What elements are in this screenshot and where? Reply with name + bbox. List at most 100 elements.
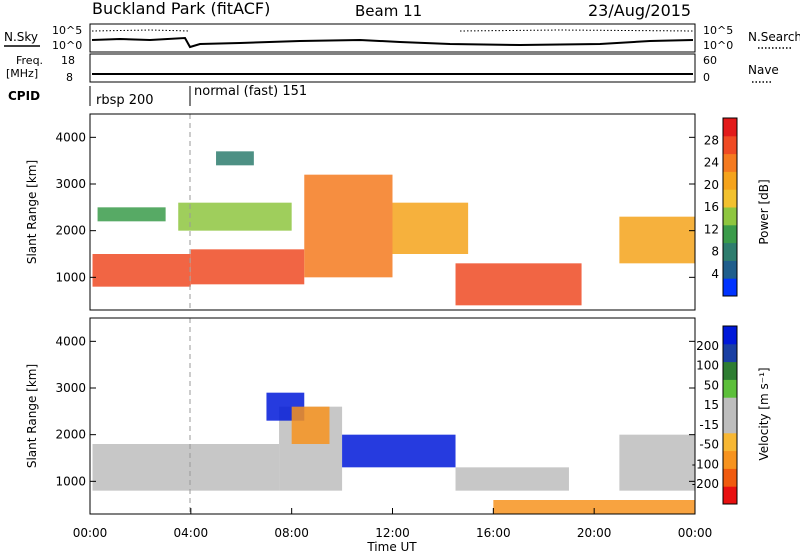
velocity-colorbar-swatch-0: [723, 486, 737, 505]
power-ytick-label-2: 3000: [55, 177, 86, 191]
velocity-ytick-label-3: 4000: [55, 334, 86, 348]
velocity-ytick-label-2: 3000: [55, 381, 86, 395]
power-ylabel: Slant Range [km]: [25, 160, 39, 264]
power-colorbar-label: Power [dB]: [757, 179, 771, 244]
noise-sky-series: [91, 36, 694, 49]
power-band-2: [304, 174, 393, 278]
velocity-band-2: [342, 434, 456, 468]
power-band-0: [92, 254, 191, 287]
power-colorbar: 4 8 12 16 20 24 28: [704, 117, 738, 297]
velocity-colorbar-tick-1: -100: [692, 457, 719, 471]
beam-label: Beam 11: [355, 2, 422, 20]
power-colorbar-swatch-1: [723, 260, 737, 279]
velocity-band-7: [291, 406, 330, 444]
date-label: 23/Aug/2015: [588, 1, 691, 20]
power-colorbar-swatch-7: [723, 153, 737, 172]
power-colorbar-tick-5: 24: [704, 156, 719, 170]
power-colorbar-swatch-3: [723, 224, 737, 244]
noise-sky-label: N.Sky: [4, 30, 38, 44]
velocity-data: [92, 392, 695, 514]
velocity-colorbar-tick-0: -200: [692, 477, 719, 491]
time-xtick-label-5: 20:00: [577, 526, 612, 540]
velocity-ytick-label-1: 2000: [55, 428, 86, 442]
power-colorbar-tick-6: 28: [704, 133, 719, 147]
power-colorbar-frame: [722, 117, 738, 297]
power-colorbar-tick-3: 16: [704, 200, 719, 214]
nave-tick-low: 0: [703, 71, 710, 84]
velocity-colorbar-label: Velocity [m s⁻¹]: [757, 367, 771, 460]
noise-search-series: [91, 29, 694, 32]
velocity-colorbar-swatch-8: [723, 343, 737, 363]
velocity-colorbar-swatch-6: [723, 379, 737, 398]
noise-search-label: N.Search: [748, 30, 800, 44]
velocity-colorbar-swatch-7: [723, 361, 737, 380]
freq-panel: Freq. [MHz] 18 8 60 0 Nave: [6, 53, 779, 84]
velocity-ytick-label-0: 1000: [55, 474, 86, 488]
power-band-4: [455, 263, 582, 306]
power-ytick-label-0: 1000: [55, 270, 86, 284]
velocity-colorbar-tick-2: -50: [699, 438, 719, 452]
freq-label: Freq.: [16, 54, 43, 67]
velocity-colorbar-swatch-2: [723, 450, 737, 469]
nave-tick-high: 60: [703, 54, 717, 67]
velocity-ylabel: Slant Range [km]: [25, 364, 39, 468]
velocity-colorbar-swatch-4: [723, 415, 737, 434]
power-colorbar-tick-2: 12: [704, 222, 719, 236]
power-yaxis: 1000 2000 3000 4000: [55, 130, 695, 284]
velocity-colorbar-tick-6: 100: [696, 359, 719, 373]
cpid-panel: CPID rbsp 200 normal (fast) 151: [8, 84, 307, 108]
nave-label: Nave: [748, 63, 779, 77]
velocity-colorbar: -200 -100 -50 -15 15 50 100 200: [692, 325, 738, 505]
noise-tick-high-right: 10^5: [703, 24, 733, 37]
power-colorbar-swatch-0: [723, 278, 737, 297]
cpid-label: CPID: [8, 89, 40, 103]
velocity-colorbar-swatch-1: [723, 468, 737, 487]
velocity-band-5: [493, 500, 695, 514]
power-data: [92, 151, 695, 306]
velocity-colorbar-swatch-5: [723, 397, 737, 416]
freq-tick-high: 18: [61, 54, 75, 67]
time-xtick-label-4: 16:00: [476, 526, 511, 540]
power-band-8: [216, 151, 254, 166]
power-colorbar-swatch-6: [723, 171, 737, 190]
power-colorbar-tick-0: 4: [711, 267, 719, 281]
power-colorbar-swatch-8: [723, 135, 737, 155]
velocity-band-0: [92, 444, 280, 491]
time-xtick-label-6: 00:00: [678, 526, 713, 540]
velocity-colorbar-tick-4: 15: [704, 398, 719, 412]
power-colorbar-swatch-5: [723, 189, 737, 208]
time-xtick-label-1: 04:00: [174, 526, 209, 540]
noise-tick-low-right: 10^0: [703, 39, 733, 52]
power-ytick-label-1: 2000: [55, 224, 86, 238]
velocity-colorbar-tick-7: 200: [696, 339, 719, 353]
velocity-colorbar-tick-3: -15: [699, 418, 719, 432]
power-ytick-label-3: 4000: [55, 130, 86, 144]
velocity-colorbar-frame: [722, 325, 738, 505]
power-band-6: [619, 216, 695, 264]
freq-unit-label: [MHz]: [6, 67, 38, 80]
velocity-yaxis: 1000 2000 3000 4000: [55, 334, 695, 488]
noise-tick-high-left: 10^5: [52, 24, 82, 37]
noise-panel: N.Sky 10^5 10^0 10^5 10^0 N.Search: [4, 23, 800, 53]
velocity-colorbar-tick-5: 50: [704, 378, 719, 392]
time-xlabel: Time UT: [366, 540, 417, 554]
plot-title: Buckland Park (fitACF): [92, 0, 270, 18]
power-band-1: [190, 249, 305, 285]
power-band-3: [392, 202, 469, 254]
power-colorbar-swatch-2: [723, 242, 737, 261]
cpid-mode-1: rbsp 200: [96, 93, 154, 108]
time-xaxis: 00:00 04:00 08:00 12:00 16:00 20:00 00:00: [73, 508, 713, 540]
time-xtick-label-2: 08:00: [274, 526, 309, 540]
velocity-band-3: [455, 467, 569, 491]
freq-tick-low: 8: [66, 71, 73, 84]
velocity-band-4: [619, 434, 695, 491]
power-colorbar-tick-4: 20: [704, 178, 719, 192]
time-xtick-label-3: 12:00: [375, 526, 410, 540]
time-xtick-label-0: 00:00: [73, 526, 108, 540]
noise-tick-low-left: 10^0: [52, 39, 82, 52]
velocity-colorbar-swatch-3: [723, 432, 737, 452]
velocity-colorbar-swatch-9: [723, 326, 737, 345]
